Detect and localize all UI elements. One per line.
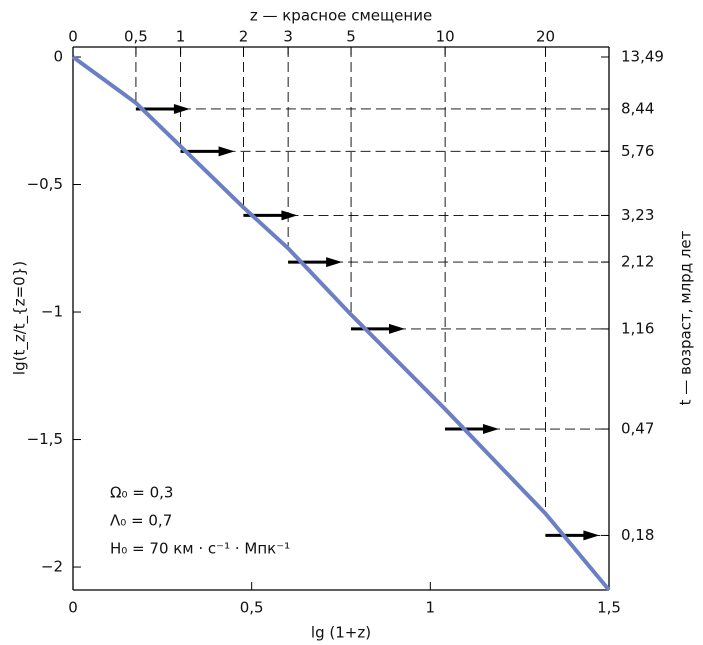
x-tick-label: 0 bbox=[68, 599, 78, 617]
x-tick-label: 0,5 bbox=[240, 599, 264, 617]
arrow-head bbox=[218, 146, 235, 157]
data-line bbox=[71, 55, 611, 592]
x2-tick-label: 1 bbox=[176, 28, 186, 46]
x2-tick-label: 0,5 bbox=[124, 28, 148, 46]
arrow-head bbox=[482, 424, 499, 435]
y2-tick-label: 3,23 bbox=[621, 206, 654, 224]
x2-tick-label: 0 bbox=[68, 28, 78, 46]
annotation: Λ₀ = 0,7 bbox=[110, 512, 172, 530]
y-tick-label: −1,5 bbox=[27, 430, 63, 448]
y2-tick-label: 0,18 bbox=[621, 526, 654, 544]
arrow-head bbox=[173, 103, 190, 114]
y2-tick-label: 0,47 bbox=[621, 420, 654, 438]
x2-tick-label: 2 bbox=[239, 28, 249, 46]
x-axis-label: lg (1+z) bbox=[311, 624, 371, 642]
y-tick-label: −2 bbox=[41, 558, 63, 576]
y-tick-label: 0 bbox=[53, 48, 63, 66]
arrow-head bbox=[389, 323, 406, 334]
annotation: Ω₀ = 0,3 bbox=[110, 484, 173, 502]
y2-tick-label: 5,76 bbox=[621, 142, 654, 160]
annotation: H₀ = 70 км · с⁻¹ · Мпк⁻¹ bbox=[110, 540, 290, 558]
y-tick-label: −1 bbox=[41, 303, 63, 321]
y2-axis-label: t — возраст, млрд лет bbox=[677, 230, 695, 405]
x2-tick-label: 10 bbox=[436, 28, 455, 46]
x2-tick-label: 3 bbox=[283, 28, 293, 46]
arrow-head bbox=[583, 530, 600, 541]
arrow-head bbox=[326, 257, 343, 268]
y2-tick-label: 8,44 bbox=[621, 99, 654, 117]
x2-tick-label: 5 bbox=[346, 28, 356, 46]
x2-tick-label: 20 bbox=[536, 28, 555, 46]
x-tick-label: 1,5 bbox=[597, 599, 621, 617]
arrow-head bbox=[281, 210, 298, 221]
y2-tick-label: 2,12 bbox=[621, 253, 654, 271]
x-tick-label: 1 bbox=[426, 599, 436, 617]
y2-tick-label: 1,16 bbox=[621, 319, 654, 337]
y2-tick-label: 13,49 bbox=[621, 48, 664, 66]
x2-axis-label: z — красное смещение bbox=[250, 7, 432, 25]
y-tick-label: −0,5 bbox=[27, 175, 63, 193]
y-axis-label: lg(t_z/t_{z=0}) bbox=[11, 261, 30, 375]
